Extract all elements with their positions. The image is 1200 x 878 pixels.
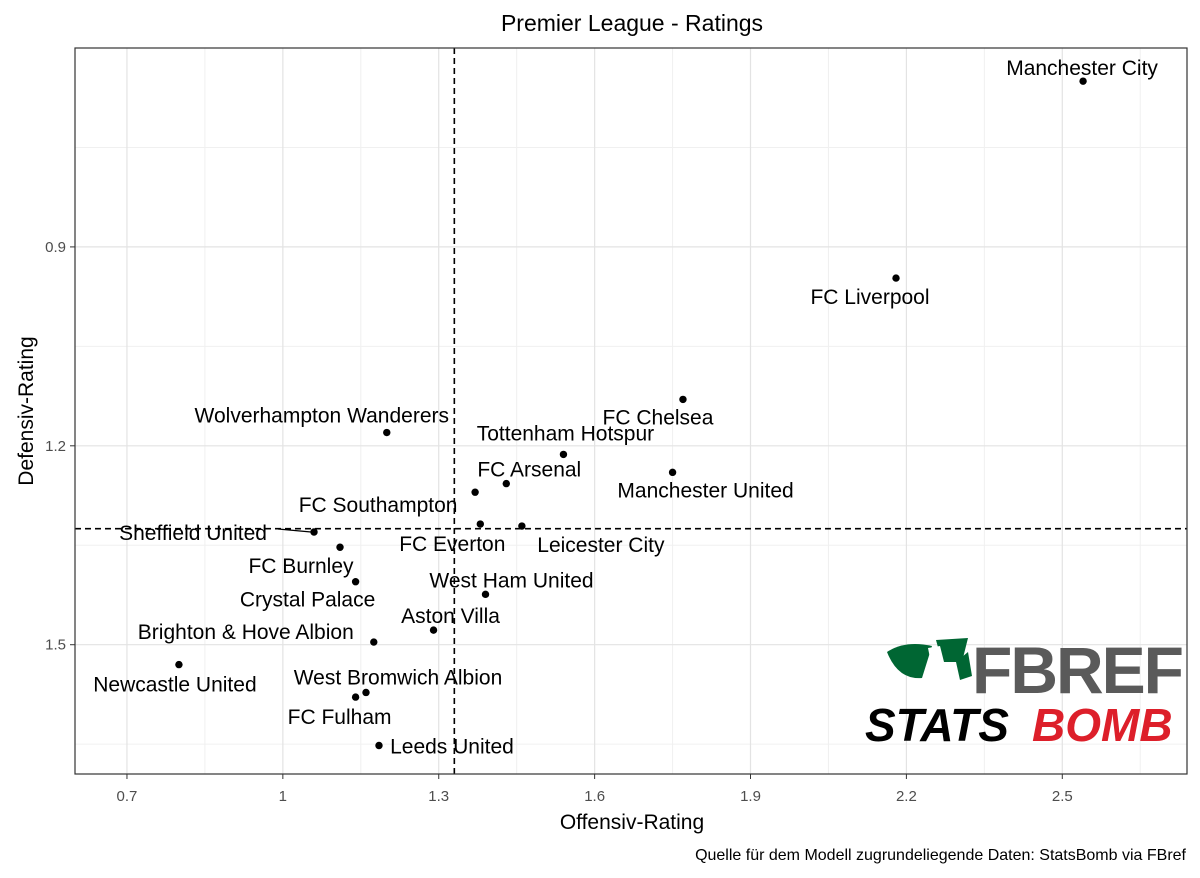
label-brighton-hove-albion: Brighton & Hove Albion [138, 621, 354, 644]
label-newcastle-united: Newcastle United [93, 674, 256, 697]
x-tick-label: 0.7 [117, 788, 138, 805]
point-sheffield-united [310, 528, 318, 536]
y-tick-label: 1.5 [45, 637, 66, 654]
point-fc-chelsea [679, 395, 687, 404]
point-leeds-united [375, 741, 383, 750]
point-fc-burnley [336, 543, 344, 551]
fbref-wordmark: FBREF [972, 633, 1182, 707]
label-tottenham-hotspur: Tottenham Hotspur [477, 422, 654, 445]
source-caption: Quelle für dem Modell zugrundeliegende D… [695, 847, 1186, 864]
y-axis-title: Defensiv-Rating [15, 336, 38, 485]
point-west-ham-united [481, 590, 490, 599]
label-sheffield-united: Sheffield United [119, 522, 267, 545]
label-leicester-city: Leicester City [537, 534, 665, 557]
label-leader-line [277, 528, 312, 533]
label-fc-arsenal: FC Arsenal [477, 459, 581, 482]
label-fc-everton: FC Everton [399, 533, 505, 556]
label-fc-southampton: FC Southampton [299, 494, 458, 517]
y-tick-label: 1.2 [45, 438, 66, 455]
label-fc-liverpool: FC Liverpool [810, 286, 929, 309]
y-tick-label: 0.9 [45, 239, 66, 256]
plot-panel-border [74, 47, 1188, 775]
point-fc-arsenal [502, 479, 510, 488]
reference-lines [75, 48, 1187, 774]
x-tick-label: 1.3 [428, 788, 449, 805]
data-labels: Manchester City FC Liverpool FC Chelsea Wol… [93, 57, 1158, 758]
chart-title: Premier League - Ratings [501, 10, 763, 36]
grid [75, 48, 1187, 774]
point-fc-everton [476, 520, 485, 528]
label-west-bromwich-albion: West Bromwich Albion [294, 666, 503, 689]
point-wolverhampton-wanderers [383, 428, 391, 437]
data-points [175, 77, 1087, 750]
x-tick-label: 1 [279, 788, 287, 805]
x-tick-label: 1.9 [740, 788, 761, 805]
fbref-logo: FBREF [887, 633, 1184, 707]
point-fc-fulham [351, 693, 360, 701]
point-manchester-united [668, 468, 677, 477]
x-axis-title: Offensiv-Rating [560, 811, 704, 834]
point-brighton-hove-albion [370, 638, 378, 646]
label-manchester-united: Manchester United [617, 479, 793, 502]
label-leeds-united: Leeds United [390, 735, 514, 758]
label-west-ham-united: West Ham United [429, 569, 593, 592]
point-leicester-city [518, 522, 526, 530]
x-tick-label: 2.5 [1052, 788, 1073, 805]
statsbomb-logo: STATS BOMB [865, 699, 1173, 751]
label-crystal-palace: Crystal Palace [240, 589, 375, 612]
label-fc-fulham: FC Fulham [288, 706, 392, 729]
statsbomb-wordmark-red: BOMB [1032, 699, 1173, 751]
point-crystal-palace [351, 578, 360, 586]
fbref-football-icon [887, 638, 972, 680]
label-manchester-city: Manchester City [1006, 57, 1158, 80]
point-fc-liverpool [892, 274, 900, 282]
x-tick-label: 2.2 [896, 788, 917, 805]
point-newcastle-united [175, 660, 183, 669]
point-manchester-city [1079, 77, 1087, 85]
label-fc-burnley: FC Burnley [248, 555, 354, 578]
point-aston-villa [429, 626, 438, 634]
label-fc-chelsea: FC Chelsea [603, 406, 714, 429]
point-tottenham-hotspur [559, 450, 568, 459]
point-west-bromwich-albion [362, 688, 370, 697]
x-tick-label: 1.6 [584, 788, 605, 805]
label-aston-villa: Aston Villa [401, 605, 500, 628]
statsbomb-wordmark-black: STATS [865, 699, 1009, 751]
point-fc-southampton [471, 488, 479, 496]
label-wolverhampton-wanderers: Wolverhampton Wanderers [195, 405, 449, 428]
y-axis-ticks: 0.9 1.2 1.5 [45, 239, 75, 654]
x-axis-ticks: 0.7 1 1.3 1.6 1.9 2.2 2.5 [117, 774, 1073, 805]
